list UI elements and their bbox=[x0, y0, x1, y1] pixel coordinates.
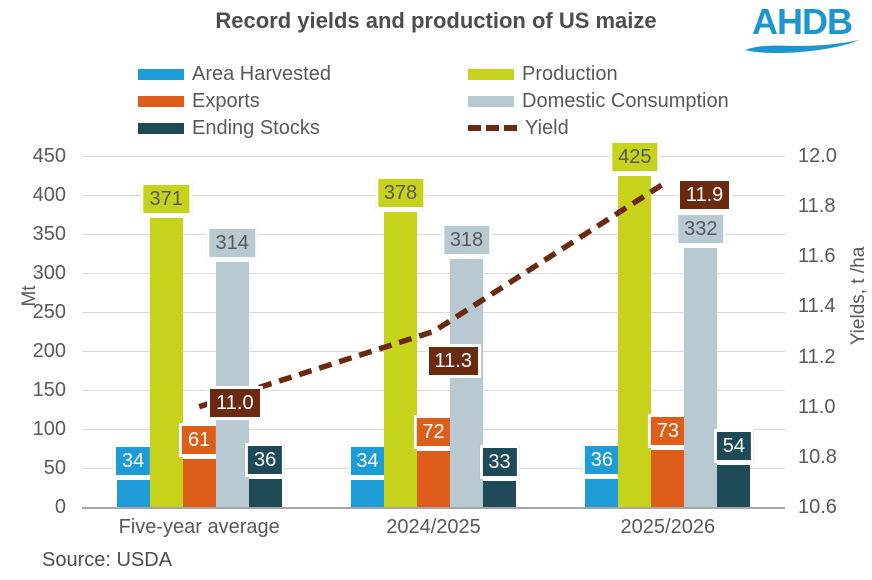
bar-exports bbox=[651, 450, 685, 507]
bar-label-domestic-consumption: 318 bbox=[440, 222, 493, 257]
legend-swatch-icon bbox=[138, 95, 184, 107]
bar-exports bbox=[182, 459, 216, 507]
legend-item-production: Production bbox=[468, 61, 618, 87]
gridline bbox=[82, 312, 785, 313]
bar-ending-stocks bbox=[717, 464, 751, 507]
gridline bbox=[82, 390, 785, 391]
legend-label: Ending Stocks bbox=[192, 116, 320, 139]
legend-swatch-icon bbox=[138, 122, 184, 134]
left-axis-tick-label: 200 bbox=[32, 340, 66, 362]
x-axis-category-label: 2024/2025 bbox=[386, 516, 481, 538]
yield-dash-swatch-icon bbox=[468, 125, 517, 131]
yield-label: 11.9 bbox=[676, 178, 733, 213]
source-note: Source: USDA bbox=[42, 549, 173, 571]
left-axis-tick-label: 400 bbox=[32, 184, 66, 206]
legend-item-ending-stocks: Ending Stocks bbox=[138, 115, 320, 141]
legend-item-domestic-consumption: Domestic Consumption bbox=[468, 88, 729, 114]
bar-label-exports: 73 bbox=[647, 414, 688, 449]
bar-area-harvested bbox=[585, 478, 619, 507]
left-axis-tick-label: 150 bbox=[32, 379, 66, 401]
bar-label-exports: 61 bbox=[179, 423, 220, 458]
bar-production bbox=[618, 175, 652, 507]
bar-exports bbox=[417, 450, 450, 507]
right-axis-title: Yields, t /ha bbox=[848, 246, 869, 346]
legend-swatch-icon bbox=[468, 95, 514, 107]
x-axis-category-label: Five-year average bbox=[118, 516, 280, 538]
left-axis-tick-label: 250 bbox=[32, 301, 66, 323]
bar-label-domestic-consumption: 314 bbox=[206, 226, 258, 261]
left-axis-title: Mt bbox=[19, 285, 40, 307]
gridline bbox=[82, 156, 785, 157]
bar-domestic-consumption bbox=[215, 262, 249, 507]
x-axis-line bbox=[82, 507, 785, 509]
left-axis-tick-label: 350 bbox=[32, 223, 66, 245]
legend-label: Production bbox=[522, 62, 618, 85]
bar-domestic-consumption bbox=[450, 258, 483, 507]
bar-label-production: 371 bbox=[140, 181, 192, 216]
right-axis-tick-label: 11.4 bbox=[798, 295, 836, 318]
bar-label-production: 378 bbox=[374, 176, 427, 211]
bar-label-exports: 72 bbox=[413, 414, 454, 449]
bar-area-harvested bbox=[351, 480, 384, 507]
right-axis-tick-label: 11.0 bbox=[798, 395, 836, 418]
right-axis-tick-label: 11.2 bbox=[798, 345, 836, 368]
bar-label-domestic-consumption: 332 bbox=[675, 212, 727, 247]
left-axis-tick-label: 300 bbox=[32, 262, 66, 284]
left-axis-tick-label: 100 bbox=[32, 418, 66, 440]
right-axis-tick-label: 10.6 bbox=[798, 496, 837, 518]
left-axis-tick-label: 50 bbox=[43, 457, 66, 479]
yield-label: 11.0 bbox=[207, 385, 263, 420]
x-axis-category-label: 2025/2026 bbox=[620, 516, 716, 538]
ahdb-logo-wave-icon bbox=[745, 40, 859, 54]
bar-production bbox=[149, 217, 183, 507]
legend-item-area-harvested: Area Harvested bbox=[138, 61, 331, 87]
bar-label-area-harvested: 36 bbox=[581, 442, 622, 477]
ahdb-logo-text: AHDB bbox=[752, 1, 853, 42]
legend-label: Exports bbox=[192, 89, 260, 112]
legend-label: Domestic Consumption bbox=[522, 89, 729, 112]
right-axis-tick-label: 11.8 bbox=[798, 195, 836, 218]
left-axis-tick-label: 0 bbox=[54, 496, 66, 518]
bar-domestic-consumption bbox=[684, 248, 718, 507]
right-axis-tick-label: 10.8 bbox=[798, 445, 837, 468]
legend-label: Yield bbox=[525, 116, 569, 139]
bar-ending-stocks bbox=[248, 478, 282, 507]
bar-label-area-harvested: 34 bbox=[113, 444, 154, 479]
right-axis-tick-label: 12.0 bbox=[798, 145, 837, 167]
legend-item-yield: Yield bbox=[468, 115, 569, 141]
left-axis-tick-label: 450 bbox=[32, 145, 66, 167]
legend-swatch-icon bbox=[468, 68, 514, 80]
chart-title: Record yields and production of US maize bbox=[215, 8, 657, 33]
right-axis-tick-label: 11.6 bbox=[798, 245, 836, 268]
bar-label-ending-stocks: 33 bbox=[479, 445, 520, 480]
bar-label-area-harvested: 34 bbox=[347, 444, 388, 479]
bar-label-ending-stocks: 54 bbox=[713, 428, 754, 463]
yield-label: 11.3 bbox=[425, 343, 481, 378]
bar-ending-stocks bbox=[483, 481, 516, 507]
legend-label: Area Harvested bbox=[192, 62, 331, 85]
gridline bbox=[82, 273, 785, 274]
legend-item-exports: Exports bbox=[138, 88, 260, 114]
bar-label-production: 425 bbox=[609, 139, 661, 174]
legend-swatch-icon bbox=[138, 68, 184, 80]
bar-production bbox=[384, 212, 417, 507]
bar-area-harvested bbox=[116, 480, 150, 507]
ahdb-logo: AHDB bbox=[740, 4, 864, 56]
bar-label-ending-stocks: 36 bbox=[245, 442, 286, 477]
